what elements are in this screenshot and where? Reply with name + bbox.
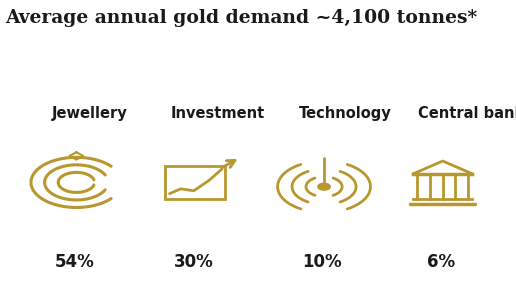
- Text: Jewellery: Jewellery: [52, 106, 127, 121]
- Text: 54%: 54%: [55, 253, 95, 271]
- Text: Average annual gold demand ~4,100 tonnes*: Average annual gold demand ~4,100 tonnes…: [5, 9, 477, 27]
- Text: 10%: 10%: [303, 253, 342, 271]
- Text: Investment: Investment: [170, 106, 265, 121]
- Text: 30%: 30%: [173, 253, 214, 271]
- Bar: [165, 166, 225, 199]
- Circle shape: [318, 183, 330, 190]
- Text: Technology: Technology: [299, 106, 392, 121]
- Text: Central banks: Central banks: [418, 106, 516, 121]
- Text: 6%: 6%: [427, 253, 455, 271]
